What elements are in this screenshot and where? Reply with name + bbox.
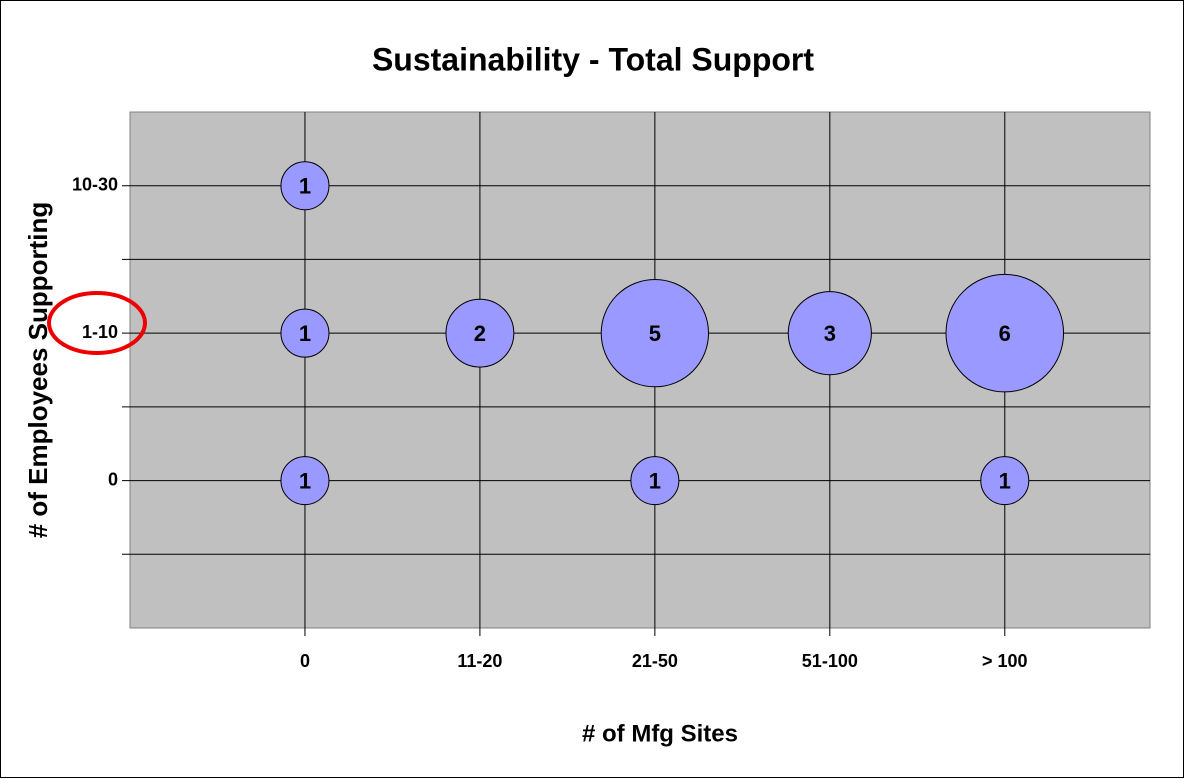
bubble	[787, 291, 872, 376]
y-tick-label: 1-10	[82, 322, 118, 342]
y-tick-label: 10-30	[72, 174, 118, 194]
bubbles: 1 1 1 2 5 1 3 6 1	[280, 161, 1065, 506]
data-label: 1	[999, 468, 1011, 493]
x-axis-label: # of Mfg Sites	[582, 720, 738, 747]
data-label: 6	[999, 321, 1011, 346]
bubble	[280, 456, 330, 506]
y-tick-label: 0	[108, 469, 118, 489]
data-label: 1	[649, 468, 661, 493]
data-label: 1	[299, 321, 311, 346]
bubble	[445, 298, 515, 368]
bubble	[600, 278, 710, 388]
bubble	[980, 456, 1030, 506]
data-label: 1	[299, 174, 311, 199]
x-tick-label: 51-100	[802, 651, 858, 671]
data-label: 5	[649, 321, 661, 346]
x-tick-label: > 100	[982, 651, 1028, 671]
bubble	[945, 273, 1065, 393]
chart-title: Sustainability - Total Support	[372, 41, 814, 77]
highlight-annotation	[47, 291, 147, 355]
x-tick-label: 11-20	[457, 651, 502, 671]
data-label: 2	[474, 321, 486, 346]
y-axis-label: # of Employees Supporting	[23, 202, 53, 539]
x-tick-label: 21-50	[632, 651, 678, 671]
bubble	[280, 161, 330, 211]
data-label: 3	[824, 321, 836, 346]
x-tick-label: 0	[300, 651, 310, 671]
bubble	[280, 308, 330, 358]
bubble	[630, 456, 680, 506]
data-label: 1	[299, 468, 311, 493]
